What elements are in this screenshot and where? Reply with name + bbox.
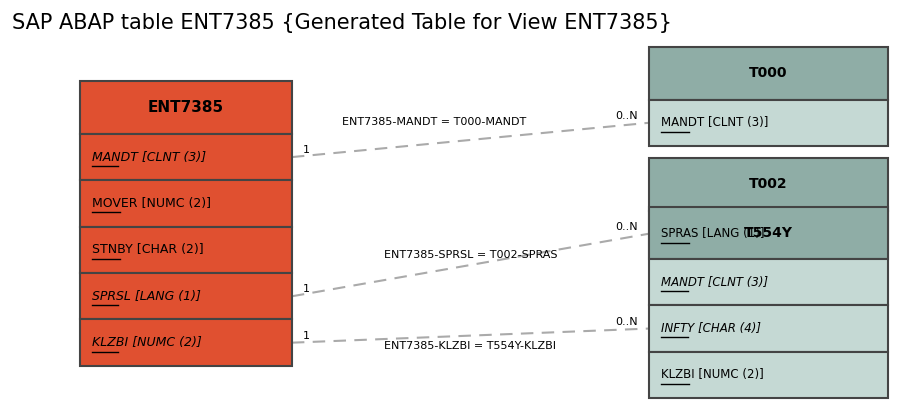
Text: T554Y: T554Y bbox=[744, 226, 793, 240]
FancyBboxPatch shape bbox=[649, 47, 888, 100]
Text: 1: 1 bbox=[303, 145, 310, 155]
FancyBboxPatch shape bbox=[649, 100, 888, 146]
FancyBboxPatch shape bbox=[80, 180, 292, 227]
Text: KLZBI [NUMC (2)]: KLZBI [NUMC (2)] bbox=[92, 336, 202, 349]
Text: ENT7385: ENT7385 bbox=[147, 100, 224, 115]
FancyBboxPatch shape bbox=[80, 227, 292, 273]
Text: MANDT [CLNT (3)]: MANDT [CLNT (3)] bbox=[662, 276, 768, 289]
Text: ENT7385-KLZBI = T554Y-KLZBI: ENT7385-KLZBI = T554Y-KLZBI bbox=[385, 341, 556, 351]
Text: INFTY [CHAR (4)]: INFTY [CHAR (4)] bbox=[662, 322, 762, 335]
Text: KLZBI [NUMC (2)]: KLZBI [NUMC (2)] bbox=[662, 369, 764, 382]
Text: STNBY [CHAR (2)]: STNBY [CHAR (2)] bbox=[92, 243, 204, 256]
FancyBboxPatch shape bbox=[649, 207, 888, 259]
FancyBboxPatch shape bbox=[649, 211, 888, 257]
Text: T002: T002 bbox=[749, 178, 788, 191]
FancyBboxPatch shape bbox=[80, 134, 292, 180]
Text: MOVER [NUMC (2)]: MOVER [NUMC (2)] bbox=[92, 197, 211, 210]
Text: MANDT [CLNT (3)]: MANDT [CLNT (3)] bbox=[662, 116, 769, 129]
FancyBboxPatch shape bbox=[80, 273, 292, 319]
FancyBboxPatch shape bbox=[80, 81, 292, 134]
FancyBboxPatch shape bbox=[649, 306, 888, 352]
FancyBboxPatch shape bbox=[649, 352, 888, 398]
Text: 1: 1 bbox=[303, 330, 310, 341]
FancyBboxPatch shape bbox=[80, 319, 292, 366]
Text: ENT7385-SPRSL = T002-SPRAS: ENT7385-SPRSL = T002-SPRAS bbox=[384, 250, 557, 260]
Text: T000: T000 bbox=[749, 66, 788, 81]
FancyBboxPatch shape bbox=[649, 259, 888, 306]
Text: 0..N: 0..N bbox=[615, 222, 638, 232]
Text: 1: 1 bbox=[303, 284, 310, 294]
Text: MANDT [CLNT (3)]: MANDT [CLNT (3)] bbox=[92, 151, 206, 164]
FancyBboxPatch shape bbox=[649, 158, 888, 211]
Text: SPRAS [LANG (1)]: SPRAS [LANG (1)] bbox=[662, 227, 764, 240]
Text: SPRSL [LANG (1)]: SPRSL [LANG (1)] bbox=[92, 290, 201, 303]
Text: 0..N: 0..N bbox=[615, 111, 638, 121]
Text: 0..N: 0..N bbox=[615, 317, 638, 326]
Text: ENT7385-MANDT = T000-MANDT: ENT7385-MANDT = T000-MANDT bbox=[342, 117, 526, 127]
Text: SAP ABAP table ENT7385 {Generated Table for View ENT7385}: SAP ABAP table ENT7385 {Generated Table … bbox=[12, 13, 672, 33]
